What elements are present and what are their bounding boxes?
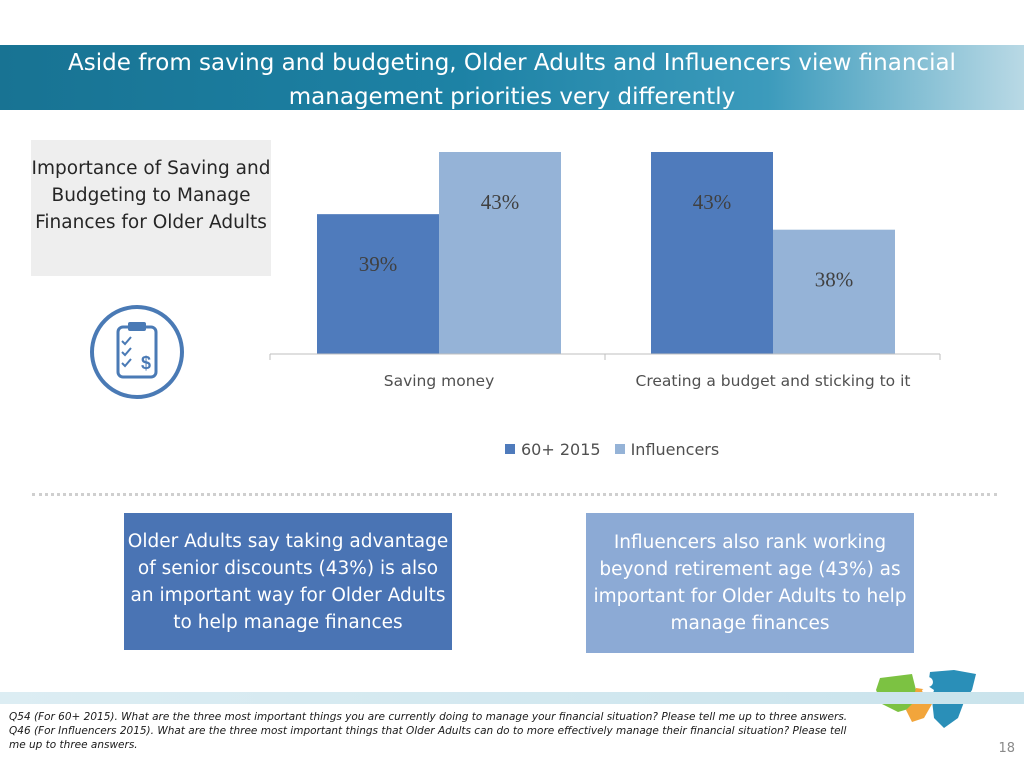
footnote-line-1: Q54 (For 60+ 2015). What are the three m… [9,711,848,723]
data-label-series-2-2: 38% [815,268,854,292]
divider [32,493,997,496]
bar-series-1-1 [317,214,439,354]
category-label-1: Saving money [384,372,495,390]
bar-series-1-2 [651,152,773,354]
data-label-series-2-1: 43% [481,190,520,214]
legend-label-series-2: Influencers [630,439,720,459]
page-number: 18 [998,741,1015,756]
slide-title: Aside from saving and budgeting, Older A… [68,50,956,110]
clipboard-checklist-dollar-icon: $ [88,303,186,405]
info-box-text: Importance of Saving and Budgeting to Ma… [31,158,271,233]
legend-item-series-1: 60+ 2015 [505,440,601,459]
footnote: Q54 (For 60+ 2015). What are the three m… [9,710,859,752]
svg-text:$: $ [141,353,151,373]
legend-swatch-series-1 [505,444,515,454]
callout-older-adults-text: Older Adults say taking advantage of sen… [127,530,449,633]
chart-legend: 60+ 2015 Influencers [505,437,733,461]
callout-influencers-text: Influencers also rank working beyond ret… [593,532,907,634]
data-label-series-1-2: 43% [693,190,732,214]
callout-older-adults: Older Adults say taking advantage of sen… [124,513,452,650]
legend-label-series-1: 60+ 2015 [521,439,601,459]
bar-series-2-2 [773,229,895,354]
callout-influencers: Influencers also rank working beyond ret… [586,513,914,653]
legend-item-series-2: Influencers [614,439,720,459]
footnote-line-2: Q46 (For Influencers 2015). What are the… [9,725,847,751]
data-label-series-1-1: 39% [359,252,398,276]
category-label-2: Creating a budget and sticking to it [636,372,911,390]
bar-series-2-1 [439,152,561,354]
footer-band [0,692,1024,704]
legend-swatch-series-2 [614,444,625,454]
title-band [0,45,1024,110]
bar-chart: 39% 43% 43% 38% Saving money Creating a budge… [269,152,941,390]
info-box [31,140,271,276]
